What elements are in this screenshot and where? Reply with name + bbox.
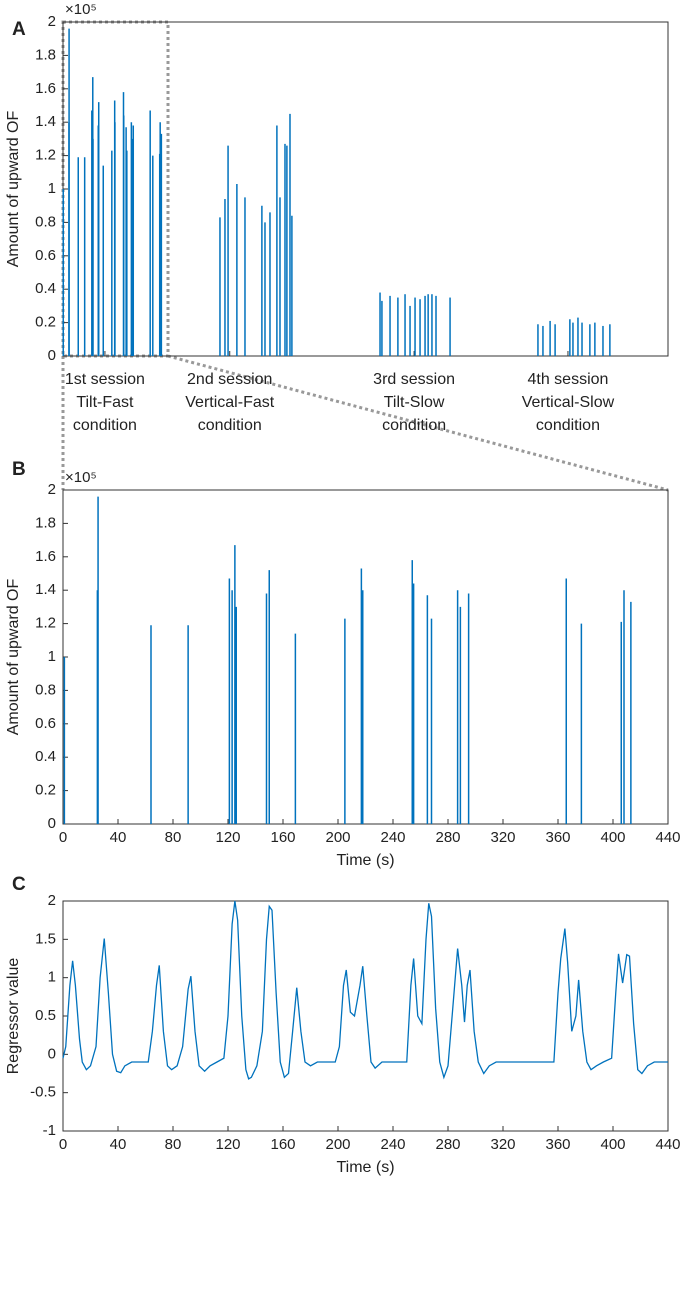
- y-tick-label: 0.6: [35, 247, 56, 264]
- x-tick-label: condition: [73, 417, 137, 434]
- x-tick-label: 120: [215, 1136, 240, 1153]
- panel-letter: B: [12, 459, 26, 480]
- y-axis-label: Amount of upward OF: [5, 579, 22, 736]
- y-tick-label: 1.6: [35, 548, 56, 565]
- x-tick-label: Tilt-Fast: [76, 394, 134, 411]
- y-tick-label: 2: [48, 13, 56, 30]
- x-tick-label: 320: [490, 829, 515, 846]
- x-tick-label: 2nd session: [187, 371, 272, 388]
- zoom-line: [167, 354, 669, 492]
- x-tick-label: 240: [380, 1136, 405, 1153]
- x-tick-label: 40: [110, 829, 127, 846]
- y-tick-label: 1: [48, 648, 56, 665]
- x-tick-label: 320: [490, 1136, 515, 1153]
- y-tick-label: 0.8: [35, 213, 56, 230]
- x-tick-label: 200: [325, 829, 350, 846]
- y-tick-label: 0.2: [35, 314, 56, 331]
- x-tick-label: 280: [435, 1136, 460, 1153]
- x-tick-label: 1st session: [65, 371, 145, 388]
- y-tick-label: 1: [48, 180, 56, 197]
- y-tick-label: 0.5: [35, 1007, 56, 1024]
- y-tick-label: 2: [48, 892, 56, 909]
- x-tick-label: 400: [600, 829, 625, 846]
- y-tick-label: -0.5: [30, 1084, 56, 1101]
- y-tick-label: 1.2: [35, 147, 56, 164]
- y-tick-label: 1.4: [35, 113, 56, 130]
- x-tick-label: 80: [165, 1136, 182, 1153]
- y-tick-label: 1.2: [35, 615, 56, 632]
- x-tick-label: 160: [270, 829, 295, 846]
- regressor-line: [62, 900, 668, 1080]
- x-tick-label: 360: [545, 1136, 570, 1153]
- x-tick-label: condition: [382, 417, 446, 434]
- y-tick-label: 1.8: [35, 514, 56, 531]
- x-tick-label: 40: [110, 1136, 127, 1153]
- x-tick-label: 120: [215, 829, 240, 846]
- panel-letter: A: [12, 19, 26, 40]
- y-tick-label: 0.8: [35, 681, 56, 698]
- y-axis-label: Amount of upward OF: [5, 111, 22, 268]
- x-axis-label: Time (s): [336, 1159, 394, 1176]
- y-tick-label: 0: [48, 1045, 56, 1062]
- panel-letter: C: [12, 874, 26, 895]
- x-tick-label: 0: [59, 1136, 67, 1153]
- y-tick-label: 2: [48, 481, 56, 498]
- x-tick-label: 3rd session: [373, 371, 455, 388]
- x-tick-label: 240: [380, 829, 405, 846]
- y-tick-label: 0.2: [35, 782, 56, 799]
- axes-frame: [62, 489, 669, 825]
- x-tick-label: 200: [325, 1136, 350, 1153]
- x-axis-label: Time (s): [336, 852, 394, 869]
- y-tick-label: 1.4: [35, 581, 56, 598]
- y-axis-label: Regressor value: [5, 958, 22, 1075]
- x-tick-label: 360: [545, 829, 570, 846]
- y-tick-label: 1: [48, 969, 56, 986]
- x-tick-label: Vertical-Slow: [522, 394, 615, 411]
- x-tick-label: 0: [59, 829, 67, 846]
- axes-frame: [62, 21, 669, 357]
- y-tick-label: 1.6: [35, 80, 56, 97]
- x-tick-label: 440: [655, 829, 680, 846]
- x-tick-label: Tilt-Slow: [384, 394, 445, 411]
- x-tick-label: 4th session: [527, 371, 608, 388]
- y-tick-label: -1: [43, 1122, 56, 1139]
- x-tick-label: condition: [198, 417, 262, 434]
- x-tick-label: 80: [165, 829, 182, 846]
- y-tick-label: 0: [48, 815, 56, 832]
- y-tick-label: 1.8: [35, 46, 56, 63]
- x-tick-label: 280: [435, 829, 460, 846]
- x-tick-label: Vertical-Fast: [185, 394, 274, 411]
- y-exponent: ×10⁵: [65, 1, 97, 18]
- x-tick-label: 400: [600, 1136, 625, 1153]
- y-tick-label: 0: [48, 347, 56, 364]
- y-tick-label: 1.5: [35, 930, 56, 947]
- x-tick-label: condition: [536, 417, 600, 434]
- x-tick-label: 440: [655, 1136, 680, 1153]
- y-tick-label: 0.6: [35, 715, 56, 732]
- y-tick-label: 0.4: [35, 748, 56, 765]
- y-tick-label: 0.4: [35, 280, 56, 297]
- y-exponent: ×10⁵: [65, 469, 97, 486]
- x-tick-label: 160: [270, 1136, 295, 1153]
